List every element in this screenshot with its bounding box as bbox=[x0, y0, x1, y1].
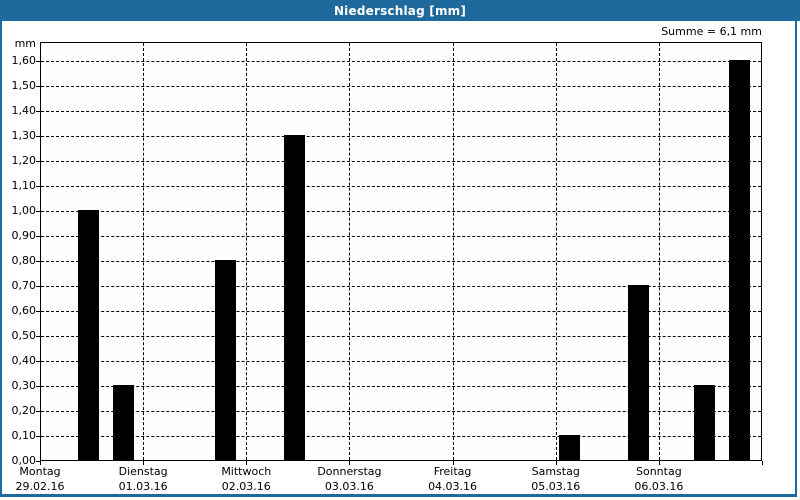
y-gridline bbox=[41, 361, 761, 362]
y-tick-mark bbox=[36, 461, 40, 462]
y-tick-label: 0,00 bbox=[11, 454, 37, 467]
x-gridline bbox=[452, 43, 454, 460]
y-tick-label: 1,40 bbox=[11, 104, 37, 117]
x-date-label: 03.03.16 bbox=[324, 480, 374, 493]
y-tick-label: 1,30 bbox=[11, 129, 37, 142]
precipitation-bar bbox=[284, 135, 306, 460]
x-date-label: 02.03.16 bbox=[221, 480, 271, 493]
y-axis-unit-label: mm bbox=[14, 37, 36, 50]
y-tick-label: 0,40 bbox=[11, 354, 37, 367]
x-tick-mark bbox=[762, 461, 763, 465]
x-gridline bbox=[143, 43, 145, 460]
window-frame-bottom bbox=[0, 494, 797, 497]
y-tick-label: 0,50 bbox=[11, 329, 37, 342]
y-tick-mark bbox=[36, 336, 40, 337]
x-day-label: Donnerstag bbox=[317, 465, 382, 478]
precipitation-bar bbox=[215, 260, 236, 460]
y-tick-label: 0,90 bbox=[11, 229, 37, 242]
y-tick-label: 0,60 bbox=[11, 304, 37, 317]
y-tick-label: 1,00 bbox=[11, 204, 37, 217]
plot-area bbox=[40, 42, 762, 461]
x-tick-mark bbox=[452, 461, 454, 465]
y-tick-mark bbox=[36, 261, 40, 262]
x-date-label: 06.03.16 bbox=[634, 480, 684, 493]
x-date-label: 29.02.16 bbox=[15, 480, 65, 493]
x-date-label: 01.03.16 bbox=[118, 480, 168, 493]
y-tick-mark bbox=[36, 211, 40, 212]
x-gridline bbox=[349, 43, 351, 460]
y-gridline bbox=[41, 111, 761, 112]
x-date-label: 04.03.16 bbox=[428, 480, 478, 493]
precipitation-bar bbox=[77, 210, 99, 460]
window-titlebar: Niederschlag [mm] bbox=[0, 0, 800, 21]
precipitation-bar bbox=[728, 60, 750, 460]
y-tick-mark bbox=[36, 361, 40, 362]
x-tick-mark bbox=[40, 461, 41, 465]
y-tick-label: 0,20 bbox=[11, 404, 37, 417]
y-tick-mark bbox=[36, 411, 40, 412]
window-title: Niederschlag [mm] bbox=[333, 3, 467, 18]
y-gridline bbox=[41, 386, 761, 387]
y-tick-label: 0,80 bbox=[11, 254, 37, 267]
y-tick-mark bbox=[36, 236, 40, 237]
y-gridline bbox=[41, 336, 761, 337]
y-tick-label: 0,70 bbox=[11, 279, 37, 292]
y-gridline bbox=[41, 186, 761, 187]
y-gridline bbox=[41, 136, 761, 137]
x-gridline bbox=[555, 43, 557, 460]
x-tick-mark bbox=[555, 461, 557, 465]
y-tick-mark bbox=[36, 111, 40, 112]
x-day-label: Samstag bbox=[531, 465, 580, 478]
x-tick-mark bbox=[143, 461, 145, 465]
precipitation-bar bbox=[559, 435, 581, 460]
y-tick-label: 1,20 bbox=[11, 154, 37, 167]
y-tick-mark bbox=[36, 311, 40, 312]
x-tick-mark bbox=[349, 461, 351, 465]
y-gridline bbox=[41, 161, 761, 162]
y-tick-label: 0,30 bbox=[11, 379, 37, 392]
x-date-label: 05.03.16 bbox=[531, 480, 581, 493]
x-day-label: Freitag bbox=[433, 465, 472, 478]
precipitation-bar bbox=[693, 385, 715, 460]
precipitation-bar bbox=[627, 285, 649, 460]
y-gridline bbox=[41, 236, 761, 237]
y-tick-label: 1,60 bbox=[11, 54, 37, 67]
x-gridline bbox=[658, 43, 660, 460]
window-frame-right bbox=[795, 21, 797, 497]
x-day-label: Mittwoch bbox=[221, 465, 272, 478]
y-tick-mark bbox=[36, 161, 40, 162]
y-gridline bbox=[41, 261, 761, 262]
x-day-label: Montag bbox=[19, 465, 61, 478]
y-tick-label: 0,10 bbox=[11, 429, 37, 442]
y-gridline bbox=[41, 86, 761, 87]
y-gridline bbox=[41, 61, 761, 62]
x-day-label: Dienstag bbox=[118, 465, 168, 478]
x-gridline bbox=[246, 43, 248, 460]
precipitation-bar bbox=[112, 385, 134, 460]
y-tick-mark bbox=[36, 386, 40, 387]
y-gridline bbox=[41, 286, 761, 287]
x-tick-mark bbox=[246, 461, 248, 465]
y-tick-mark bbox=[36, 61, 40, 62]
x-tick-mark bbox=[658, 461, 660, 465]
y-gridline bbox=[41, 311, 761, 312]
y-gridline bbox=[41, 211, 761, 212]
y-gridline bbox=[41, 436, 761, 437]
y-tick-label: 1,10 bbox=[11, 179, 37, 192]
y-tick-mark bbox=[36, 286, 40, 287]
y-tick-mark bbox=[36, 136, 40, 137]
y-tick-mark bbox=[36, 436, 40, 437]
y-tick-mark bbox=[36, 186, 40, 187]
x-day-label: Sonntag bbox=[635, 465, 682, 478]
sum-label: Summe = 6,1 mm bbox=[661, 25, 762, 38]
y-tick-mark bbox=[36, 86, 40, 87]
y-gridline bbox=[41, 411, 761, 412]
window-frame-left bbox=[0, 21, 2, 497]
y-tick-label: 1,50 bbox=[11, 79, 37, 92]
